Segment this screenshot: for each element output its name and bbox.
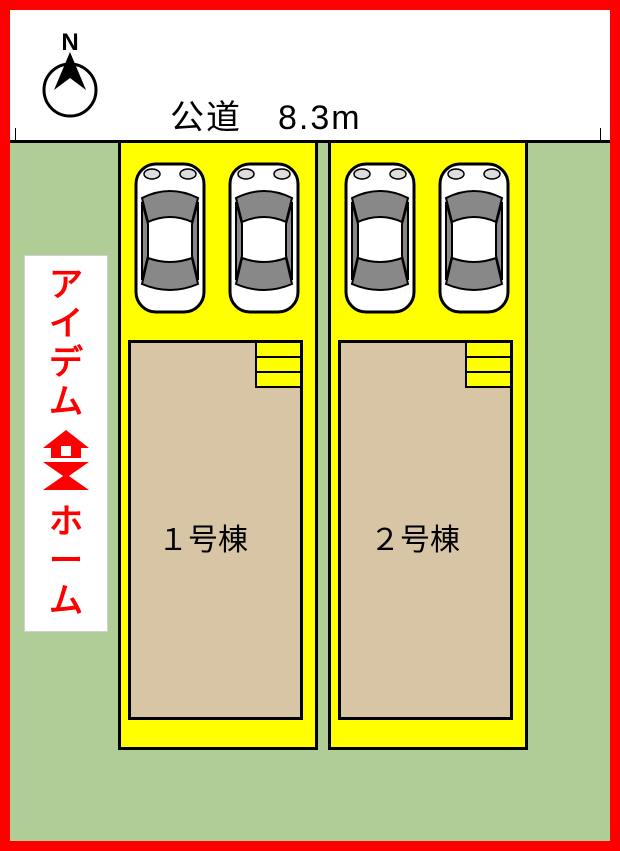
steps-icon <box>255 343 300 388</box>
house-2-label: ２号棟 <box>370 515 460 559</box>
car-icon <box>224 158 304 318</box>
brand-char: ム <box>49 383 83 422</box>
house-1-label: １号棟 <box>158 515 248 559</box>
site-plan-frame: N 公道 8.3m <box>0 0 620 851</box>
road-label: 公道 8.3m <box>170 90 362 139</box>
brand-char: ホ <box>49 503 83 542</box>
brand-logo-icon <box>39 428 93 497</box>
brand-char: デ <box>49 344 83 383</box>
tick <box>600 128 601 140</box>
brand-char: イ <box>49 305 83 344</box>
tick <box>15 128 16 140</box>
brand-char: ム <box>49 582 83 621</box>
brand-badge: ア イ デ ム ホ ー ム <box>24 255 108 632</box>
brand-char: ー <box>49 542 83 581</box>
brand-char: ア <box>49 266 83 305</box>
car-icon <box>340 158 420 318</box>
car-icon <box>434 158 514 318</box>
compass-icon: N <box>40 30 100 135</box>
car-icon <box>130 158 210 318</box>
steps-icon <box>465 343 510 388</box>
